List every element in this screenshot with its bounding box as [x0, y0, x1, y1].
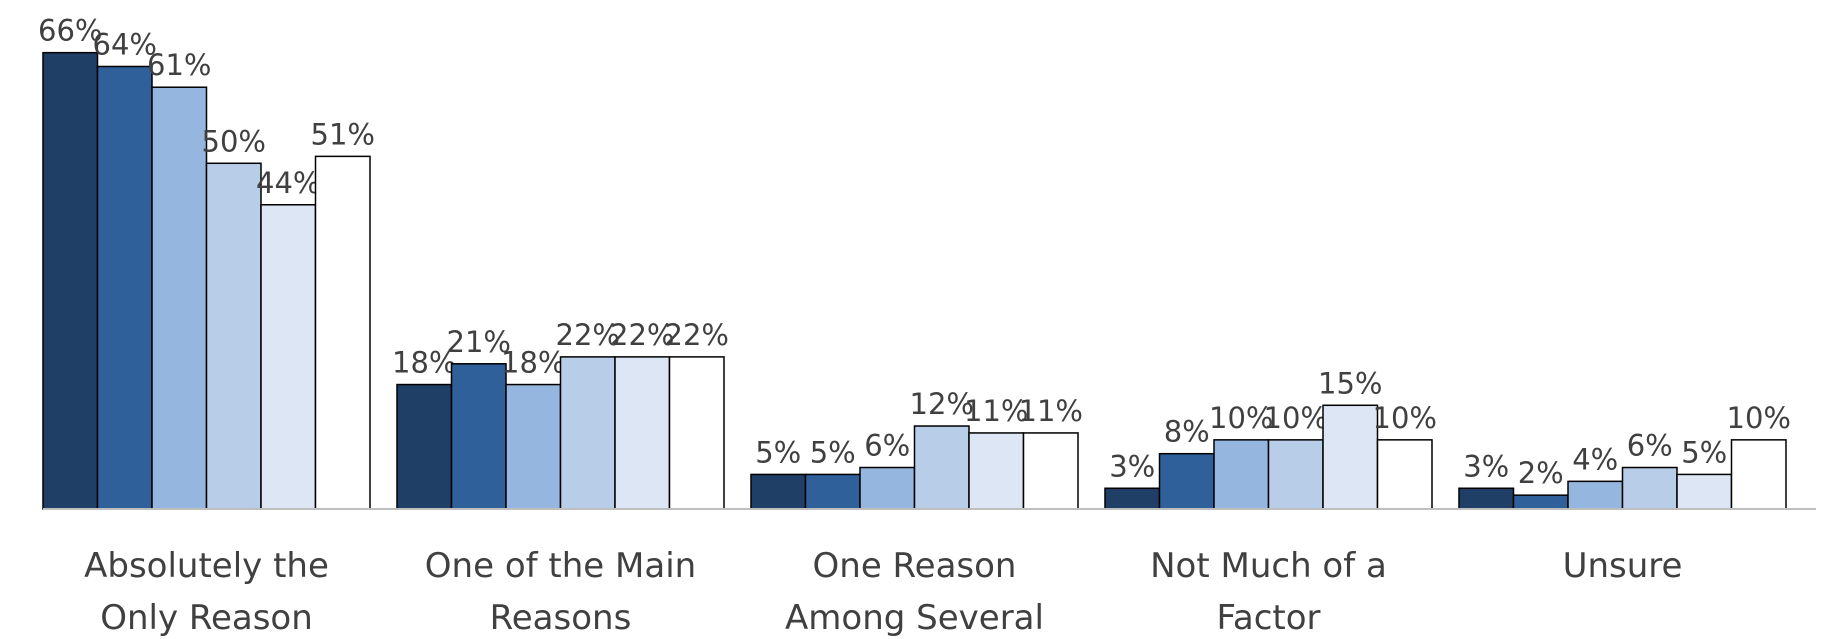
data-label: 11% [1019, 394, 1083, 428]
bar [1022, 432, 1079, 510]
data-label: 22% [610, 318, 674, 352]
data-label: 10% [1373, 401, 1437, 435]
bar [668, 356, 725, 510]
bar [804, 473, 861, 510]
data-label: 15% [1318, 366, 1382, 400]
data-label: 12% [910, 387, 974, 421]
x-tick-label: Absolutely the Only Reason [84, 546, 329, 638]
data-label: 18% [501, 346, 565, 380]
bar [42, 51, 99, 510]
bar [559, 356, 616, 510]
data-label: 3% [1463, 449, 1509, 483]
bar [913, 425, 970, 510]
x-tick-label: One of the Main Reasons [424, 546, 697, 638]
x-tick-label: Unsure [1562, 546, 1683, 586]
data-label: 8% [1164, 415, 1210, 449]
bar [1621, 466, 1678, 510]
data-label: 2% [1518, 456, 1564, 490]
bar [968, 432, 1025, 510]
bar [396, 383, 453, 510]
bar [1158, 452, 1215, 510]
data-label: 44% [256, 166, 320, 200]
bar [260, 204, 317, 510]
bar [205, 162, 262, 510]
bar [1458, 487, 1515, 510]
bar [750, 473, 807, 510]
data-label: 21% [447, 325, 511, 359]
bar [614, 356, 671, 510]
data-label: 5% [1681, 435, 1727, 469]
data-label: 10% [1727, 401, 1791, 435]
bar [1322, 404, 1379, 510]
x-tick-label: One Reason Among Several [785, 546, 1044, 638]
data-label: 51% [311, 117, 375, 151]
data-label: 64% [93, 27, 157, 61]
bar [1376, 439, 1433, 510]
data-label: 5% [810, 435, 856, 469]
data-label: 6% [1627, 429, 1673, 463]
data-label: 22% [665, 318, 729, 352]
x-tick-label: Not Much of a Factor [1150, 546, 1387, 638]
data-label: 3% [1109, 449, 1155, 483]
bar [859, 466, 916, 510]
bar [151, 86, 208, 510]
data-label: 6% [864, 429, 910, 463]
data-label: 18% [392, 346, 456, 380]
bar [1730, 439, 1787, 510]
data-label: 5% [755, 435, 801, 469]
bar [1267, 439, 1324, 510]
data-label: 10% [1264, 401, 1328, 435]
data-label: 66% [38, 14, 102, 48]
data-label: 11% [964, 394, 1028, 428]
bar [505, 383, 562, 510]
bar [1567, 480, 1624, 510]
bar [1512, 494, 1569, 510]
bar [96, 65, 153, 510]
data-label: 61% [147, 48, 211, 82]
bar [1676, 473, 1733, 510]
bar [1213, 439, 1270, 510]
data-label: 22% [556, 318, 620, 352]
bar [1104, 487, 1161, 510]
data-label: 10% [1209, 401, 1273, 435]
data-label: 50% [202, 124, 266, 158]
data-label: 4% [1572, 442, 1618, 476]
bar [314, 155, 371, 510]
bar [450, 363, 507, 510]
